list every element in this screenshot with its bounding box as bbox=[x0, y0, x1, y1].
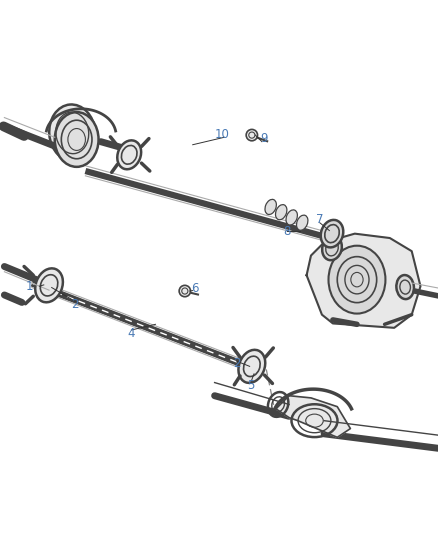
Polygon shape bbox=[307, 233, 420, 328]
Text: 2: 2 bbox=[71, 298, 79, 311]
Text: 2: 2 bbox=[233, 357, 240, 370]
Text: 5: 5 bbox=[247, 379, 254, 392]
Ellipse shape bbox=[396, 275, 414, 299]
Polygon shape bbox=[276, 395, 350, 437]
Ellipse shape bbox=[276, 205, 287, 220]
Ellipse shape bbox=[35, 268, 63, 302]
Text: 9: 9 bbox=[260, 132, 268, 144]
Circle shape bbox=[246, 130, 258, 141]
Ellipse shape bbox=[322, 236, 342, 260]
Circle shape bbox=[179, 285, 191, 297]
Ellipse shape bbox=[286, 210, 297, 225]
Ellipse shape bbox=[321, 220, 343, 247]
Text: 10: 10 bbox=[215, 128, 230, 141]
Text: 6: 6 bbox=[191, 282, 199, 295]
Ellipse shape bbox=[55, 112, 99, 167]
Text: 8: 8 bbox=[283, 225, 290, 238]
Ellipse shape bbox=[238, 350, 265, 383]
Ellipse shape bbox=[297, 215, 308, 230]
Text: 1: 1 bbox=[26, 280, 34, 293]
Ellipse shape bbox=[265, 199, 276, 214]
Text: 4: 4 bbox=[127, 327, 135, 340]
Text: 7: 7 bbox=[316, 213, 324, 226]
Ellipse shape bbox=[328, 246, 385, 313]
Ellipse shape bbox=[49, 104, 95, 161]
Ellipse shape bbox=[117, 140, 141, 169]
